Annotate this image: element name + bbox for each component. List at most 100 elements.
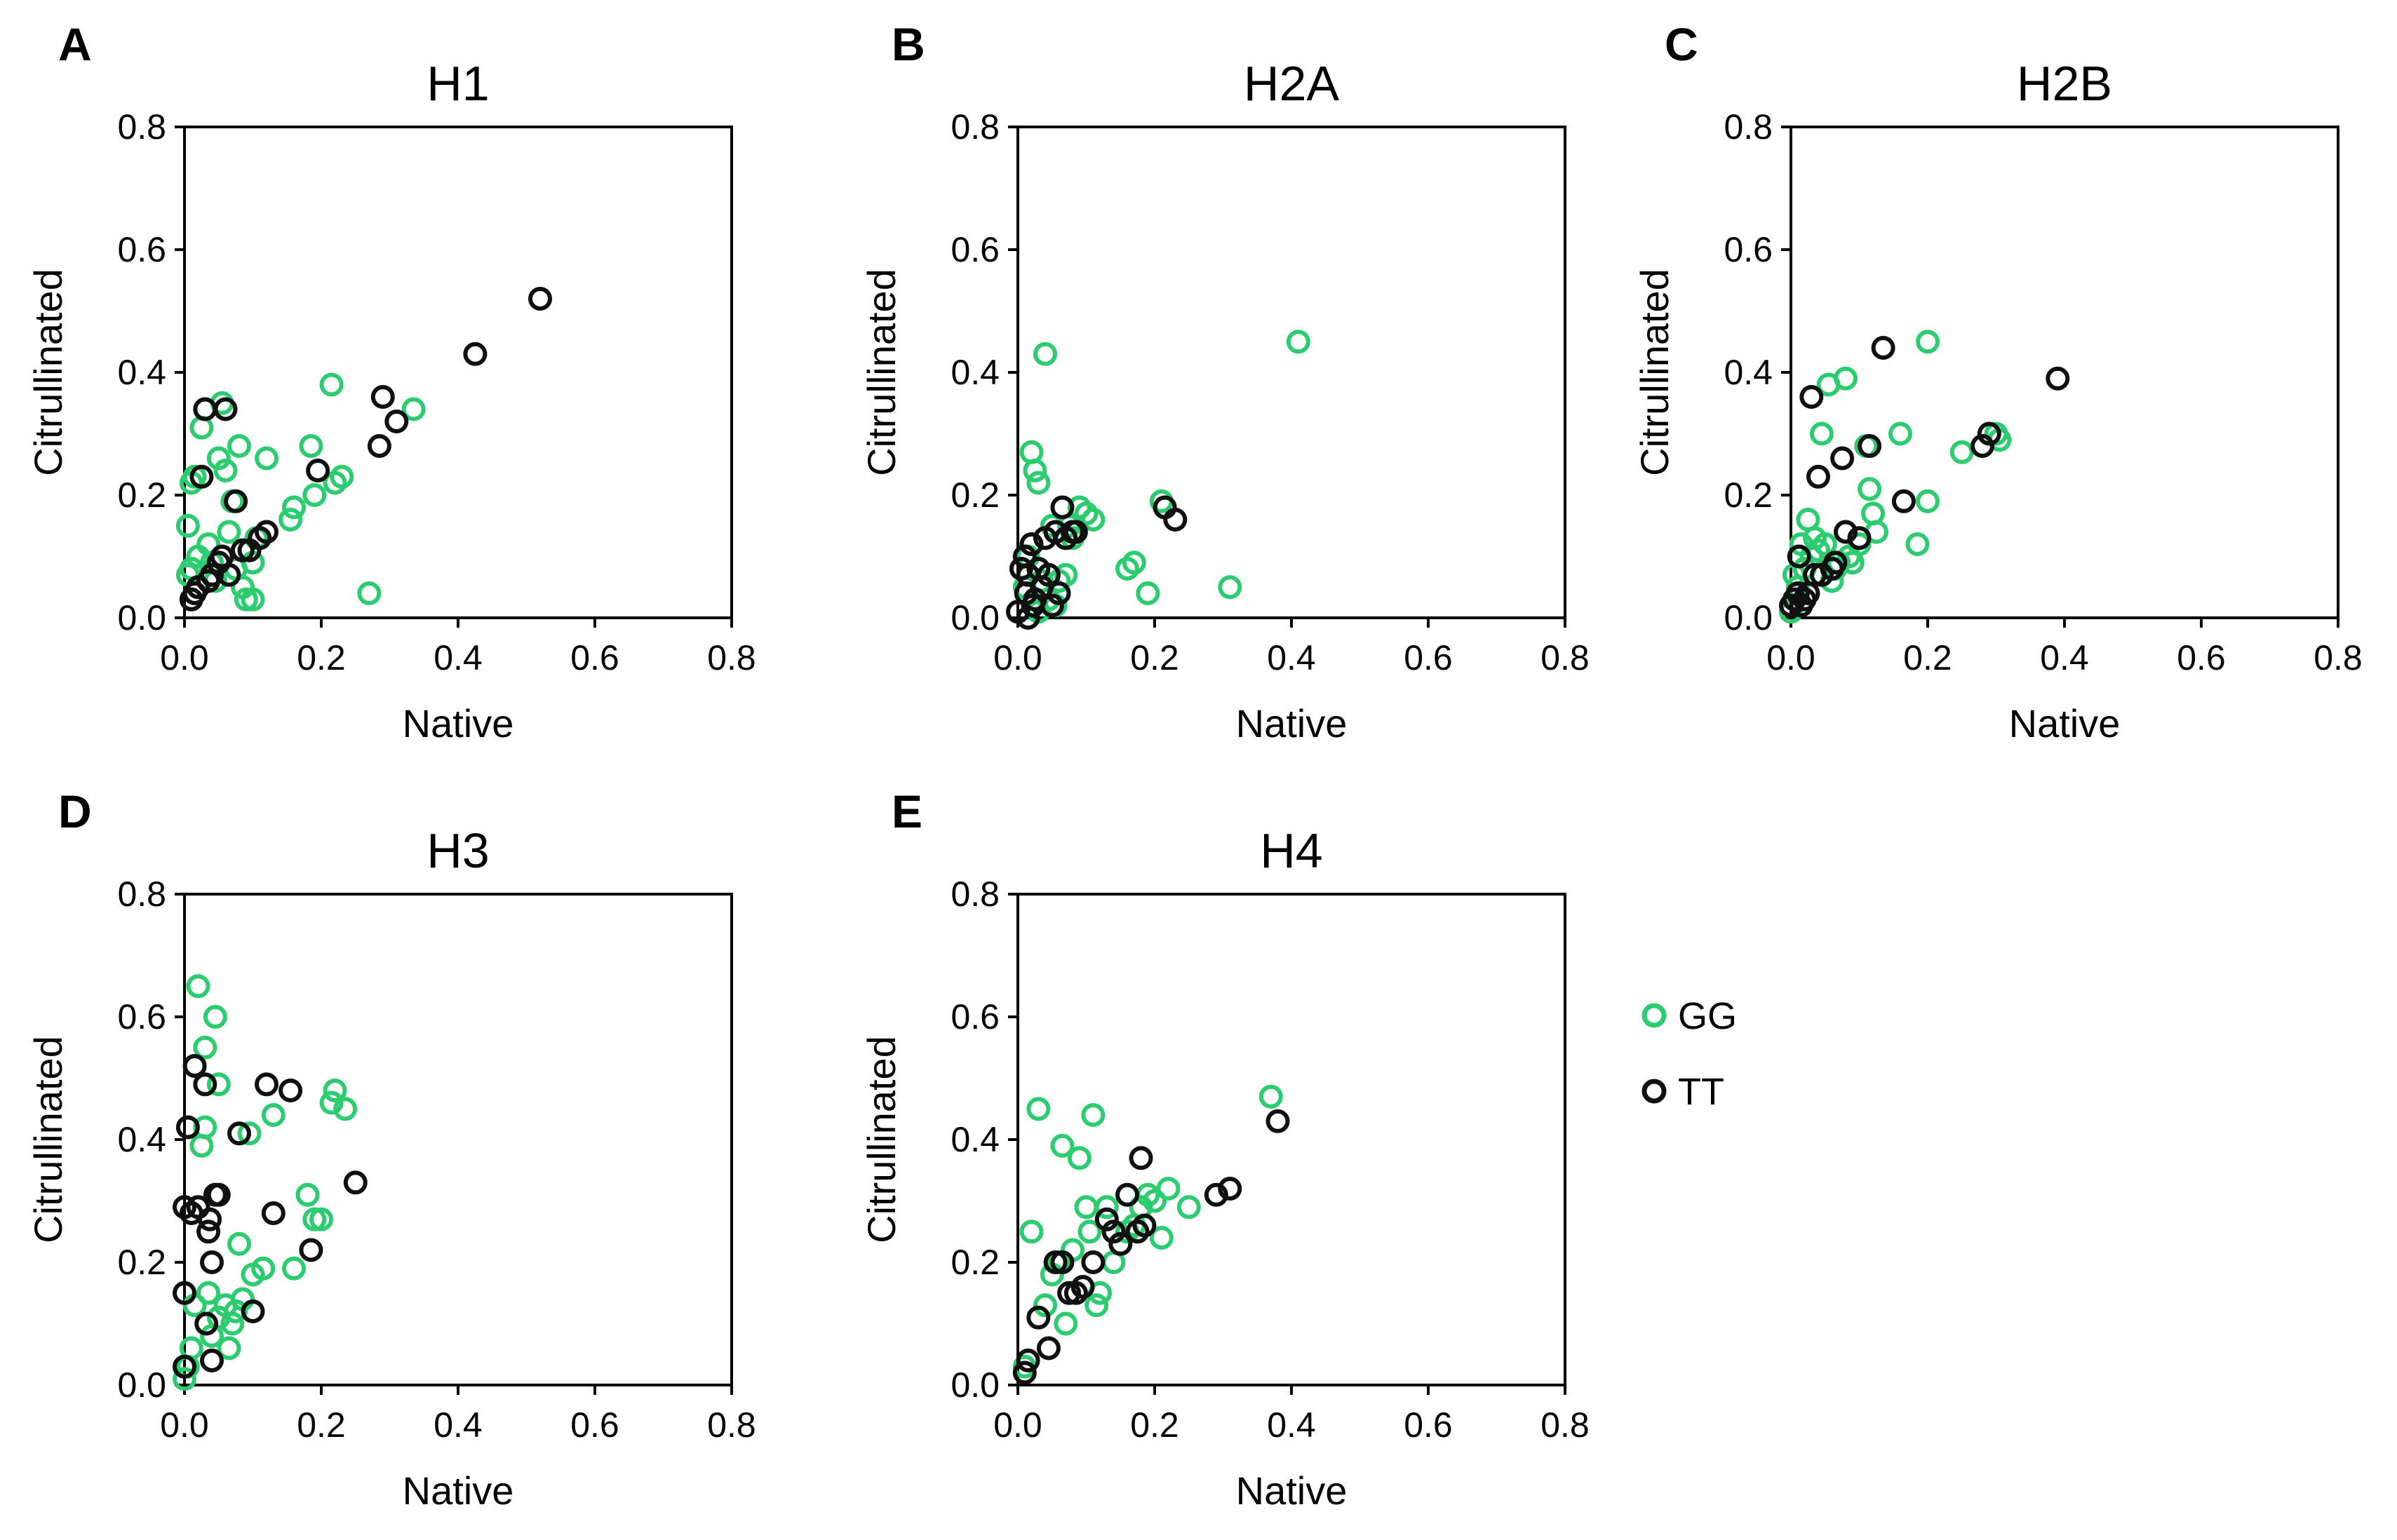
data-point-tt — [1787, 544, 1811, 569]
x-axis-label: Native — [1236, 701, 1348, 745]
data-point-tt — [278, 1079, 303, 1102]
data-point-gg — [175, 513, 200, 538]
data-point-tt — [1830, 446, 1855, 471]
data-point-gg — [333, 1097, 358, 1121]
plot-frame — [183, 893, 733, 1386]
x-tick-label: 0.4 — [434, 1405, 483, 1445]
y-tick-label: 0.2 — [1724, 475, 1773, 515]
panel-letter: C — [1665, 18, 1698, 70]
data-point-tt — [1891, 489, 1916, 513]
data-point-gg — [1081, 1103, 1106, 1127]
data-point-gg — [299, 434, 323, 458]
y-axis-label: Citrullinated — [26, 269, 70, 476]
data-point-tt — [1036, 562, 1061, 587]
data-point-gg — [189, 1133, 214, 1158]
data-point-gg — [213, 459, 238, 482]
data-point-tt — [384, 410, 409, 433]
data-point-tt — [1132, 1213, 1157, 1238]
data-point-tt — [1063, 520, 1088, 544]
data-point-tt — [1806, 464, 1830, 489]
x-axis-label: Native — [2009, 701, 2121, 745]
data-point-gg — [302, 1207, 327, 1231]
panel-e: E H4 0.0 0.2 0.4 0.6 0.8 0.0 0.2 0.4 0.6 0.8 Native C… — [859, 785, 1590, 1513]
x-tick-label: 0.0 — [160, 1405, 209, 1445]
data-point-gg — [1026, 1097, 1051, 1121]
y-tick-label: 0.6 — [951, 997, 1000, 1036]
data-point-tt — [1047, 581, 1071, 605]
data-point-tt — [1858, 434, 1882, 458]
data-point-gg — [1023, 459, 1047, 482]
data-point-tt — [213, 397, 238, 421]
legend: GG TT — [1641, 995, 1737, 1113]
panel-letter: B — [892, 18, 925, 70]
data-point-gg — [357, 581, 382, 605]
data-point-tt — [1799, 385, 1824, 409]
data-point-tt — [463, 342, 488, 366]
x-tick-label: 0.6 — [570, 638, 619, 677]
y-tick-label: 0.8 — [951, 874, 1000, 914]
data-point-gg — [1094, 1195, 1119, 1220]
data-point-gg — [1050, 1133, 1075, 1158]
data-point-tt — [1834, 520, 1858, 544]
data-point-tt — [1009, 557, 1033, 581]
data-point-tt — [224, 489, 248, 513]
data-point-gg — [206, 1072, 231, 1097]
x-tick-label: 0.6 — [2177, 638, 2226, 677]
data-point-tt — [173, 1281, 196, 1305]
legend-marker-tt — [1641, 1079, 1667, 1104]
data-point-gg — [282, 1256, 306, 1281]
x-tick-label: 0.2 — [1130, 1405, 1179, 1445]
y-tick-label: 0.0 — [117, 598, 166, 637]
x-tick-label: 0.4 — [1267, 1405, 1316, 1445]
data-point-tt — [1847, 526, 1872, 551]
data-point-tt — [1785, 581, 1810, 605]
data-point-tt — [200, 1349, 224, 1372]
y-tick-label: 0.6 — [1724, 230, 1773, 269]
panel-d: D H3 0.0 0.2 0.4 0.6 0.8 0.0 0.2 0.4 0.6 0.8 Native C… — [26, 785, 756, 1513]
y-tick-label: 0.0 — [951, 598, 1000, 637]
data-point-tt — [248, 526, 272, 551]
data-point-gg — [217, 1336, 241, 1360]
data-point-gg — [1809, 421, 1834, 446]
data-point-tt — [217, 562, 241, 587]
data-point-gg — [330, 464, 354, 489]
x-tick-label: 0.8 — [1540, 1405, 1590, 1445]
data-point-tt — [198, 1207, 222, 1231]
data-point-gg — [182, 464, 207, 489]
data-point-gg — [1143, 1189, 1167, 1213]
y-axis-label: Citrullinated — [26, 1036, 70, 1243]
x-tick-label: 0.2 — [1903, 638, 1952, 677]
x-axis-label: Native — [403, 1468, 514, 1513]
data-point-gg — [1156, 1177, 1181, 1201]
data-point-tt — [227, 1121, 251, 1146]
y-tick-label: 0.8 — [951, 107, 1000, 147]
data-point-tt — [1043, 1250, 1068, 1274]
data-point-tt — [200, 1250, 224, 1274]
data-point-tt — [255, 1072, 278, 1097]
data-point-gg — [203, 1005, 227, 1029]
y-tick-label: 0.2 — [117, 475, 166, 515]
chart-title: H2A — [1244, 56, 1339, 111]
series-tt — [179, 287, 552, 612]
data-point-tt — [196, 1220, 221, 1244]
y-tick-label: 0.8 — [117, 874, 166, 914]
data-point-gg — [1019, 1220, 1044, 1244]
data-point-gg — [234, 587, 258, 612]
panel-letter: E — [892, 785, 922, 837]
data-point-gg — [1949, 440, 1974, 464]
data-point-gg — [1136, 581, 1160, 605]
data-point-tt — [1871, 336, 1895, 360]
data-point-gg — [189, 415, 214, 440]
data-point-gg — [309, 1207, 333, 1231]
y-axis-label: Citrullinated — [859, 269, 904, 476]
chart-title: H1 — [427, 56, 489, 111]
y-axis-label: Citrullinated — [1632, 269, 1677, 476]
y-tick-label: 0.0 — [1724, 598, 1773, 637]
data-point-tt — [1823, 551, 1848, 575]
y-tick-label: 0.2 — [117, 1243, 166, 1282]
data-point-tt — [206, 1182, 231, 1207]
data-point-gg — [1054, 1311, 1078, 1336]
data-point-tt — [1970, 434, 1994, 458]
x-tick-label: 0.0 — [993, 638, 1042, 677]
